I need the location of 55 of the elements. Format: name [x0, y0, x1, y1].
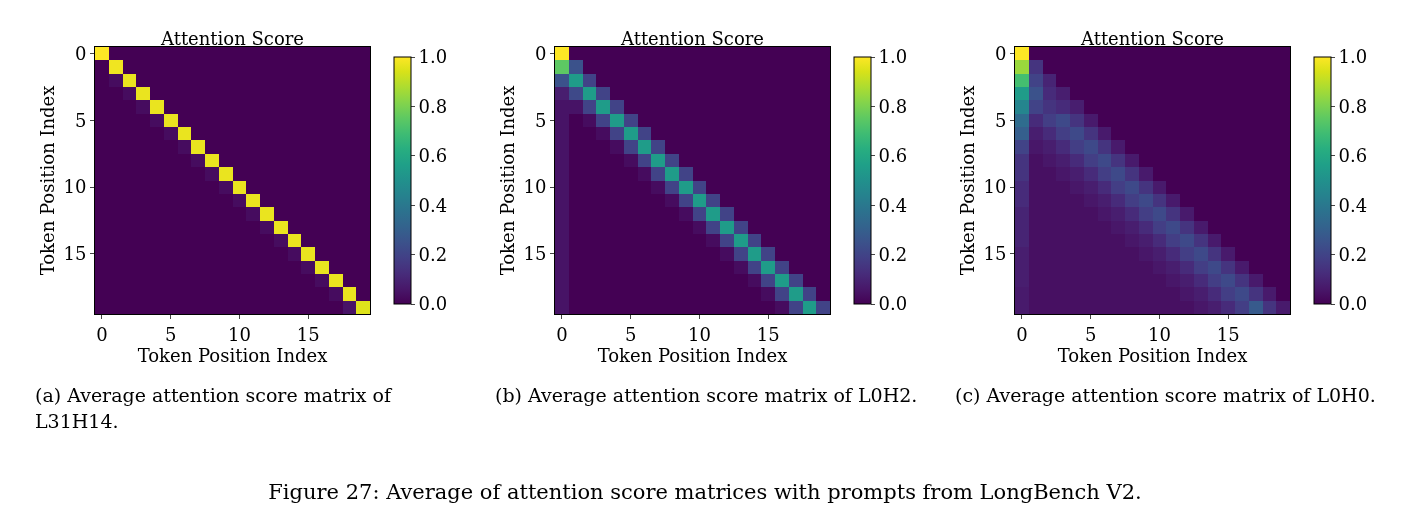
y-axis-title: Token Position Index	[36, 85, 58, 276]
y-tick-label: 5	[994, 109, 1007, 131]
chart-title: Attention Score	[1079, 28, 1225, 49]
color-bar-label: 0.8	[418, 95, 448, 117]
x-tick-label: 10	[1147, 323, 1171, 345]
color-bar-label: 0.6	[1338, 145, 1368, 167]
color-bar-label: 1.0	[1338, 46, 1368, 68]
y-tick-label: 5	[74, 109, 87, 131]
x-tick-label: 10	[227, 323, 251, 345]
x-tick-label: 0	[556, 323, 568, 345]
color-bar-label: 0.4	[418, 194, 448, 216]
color-bar-label: 1.0	[418, 46, 448, 68]
color-bar-label: 0.2	[418, 243, 448, 265]
y-tick-label: 10	[523, 176, 547, 198]
y-tick-label: 0	[534, 42, 547, 64]
x-tick-label: 15	[756, 323, 780, 345]
chart-title: Attention Score	[619, 28, 765, 49]
y-tick-label: 15	[63, 243, 87, 265]
caption: Figure 27: Average of attention score matrices with prompts from LongBench V2.	[267, 480, 1143, 504]
color-bar-label: 0.0	[1338, 293, 1368, 315]
x-tick-label: 0	[96, 323, 108, 345]
y-tick-label: 10	[983, 176, 1007, 198]
chart-title: Attention Score	[159, 28, 305, 49]
x-axis-title: Token Position Index	[1057, 344, 1248, 366]
color-bar-label: 0.4	[1338, 194, 1368, 216]
x-tick-label: 5	[164, 323, 177, 345]
text: (c) Average attention score matrix of L0H0.	[955, 383, 1377, 408]
y-tick-label: 15	[523, 243, 547, 265]
text: (b) Average attention score matrix of L0H2.	[495, 383, 919, 408]
color-bar-label: 0.8	[1338, 95, 1368, 117]
color-bar-label: 1.0	[878, 46, 908, 68]
color-bar-label: 0.2	[878, 243, 908, 265]
y-tick-label: 0	[994, 42, 1007, 64]
y-axis-title: Token Position Index	[496, 85, 518, 276]
color-bar-label: 0.0	[418, 293, 448, 315]
color-bar-label: 0.2	[1338, 243, 1368, 265]
x-tick-label: 5	[624, 323, 637, 345]
color-bar-label: 0.0	[878, 293, 908, 315]
y-tick-label: 5	[534, 109, 547, 131]
color-bar-label: 0.6	[418, 145, 448, 167]
x-tick-label: 15	[296, 323, 320, 345]
y-tick-label: 15	[983, 243, 1007, 265]
color-bar-label: 0.4	[878, 194, 908, 216]
x-axis-title: Token Position Index	[597, 344, 788, 366]
x-tick-label: 15	[1216, 323, 1240, 345]
text: (a) Average attention score matrix of L31H14.	[35, 383, 394, 434]
color-bar-label: 0.8	[878, 95, 908, 117]
x-tick-label: 10	[687, 323, 711, 345]
x-tick-label: 0	[1016, 323, 1028, 345]
x-axis-title: Token Position Index	[137, 344, 328, 366]
x-tick-label: 5	[1084, 323, 1097, 345]
y-tick-label: 0	[74, 42, 87, 64]
y-tick-label: 10	[63, 176, 87, 198]
y-axis-title: Token Position Index	[956, 85, 978, 276]
color-bar-label: 0.6	[878, 145, 908, 167]
